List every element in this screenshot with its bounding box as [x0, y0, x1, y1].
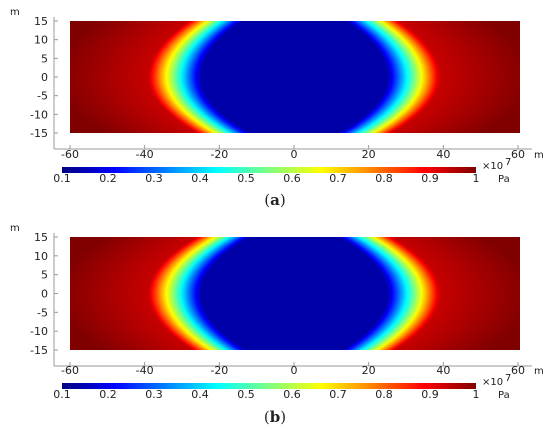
- panel-label-close: ): [280, 191, 286, 209]
- y-tick-label: 10: [34, 34, 48, 47]
- colorbar-tick-label: 0.9: [421, 388, 439, 401]
- colorbar-tick-label: 0.7: [329, 172, 347, 185]
- x-axis-label: m: [534, 150, 544, 161]
- y-axis-label: m: [10, 7, 20, 18]
- colorbar: [62, 383, 476, 389]
- colorbar: [62, 167, 476, 173]
- colorbar-unit: Pa: [498, 174, 510, 185]
- x-tick-label: -20: [210, 364, 228, 377]
- chart-panel-b: m 15 10 5 0 -5 -10 -15 -60 -40 -20 0 20 40 60 m 0.1 0.2 0.…: [10, 223, 544, 426]
- colorbar-tick-label: 0.6: [283, 172, 301, 185]
- y-tick-label: -15: [30, 127, 48, 140]
- colorbar-tick-label: 0.9: [421, 172, 439, 185]
- panel-label-open: (: [264, 191, 270, 209]
- y-axis-label: m: [10, 223, 20, 234]
- y-tick-label: 5: [41, 52, 48, 65]
- colorbar-tick-label: 0.7: [329, 388, 347, 401]
- colorbar-tick-label: 0.2: [99, 388, 117, 401]
- panel-label-letter: a: [270, 191, 280, 209]
- panel-label-letter: b: [270, 408, 281, 426]
- colorbar-tick-label: 1: [473, 388, 480, 401]
- colorbar-multiplier: ×10: [482, 377, 503, 388]
- colorbar-tick-label: 0.3: [145, 388, 163, 401]
- colorbar-tick-label: 0.8: [375, 388, 393, 401]
- y-tick-label: 15: [34, 15, 48, 28]
- x-tick-label: -60: [61, 148, 79, 161]
- y-tick-label: 5: [41, 269, 48, 282]
- colorbar-tick-label: 0.1: [53, 388, 71, 401]
- colorbar-tick-label: 0.5: [237, 388, 255, 401]
- panel-label: (b): [264, 408, 286, 426]
- x-tick-label: -40: [136, 148, 154, 161]
- panel-label-open: (: [264, 408, 270, 426]
- colorbar-tick-label: 0.1: [53, 172, 71, 185]
- y-tick-label: -10: [30, 108, 48, 121]
- colorbar-tick-label: 0.6: [283, 388, 301, 401]
- chart-panel-a: m 15 10 5 0 -5 -10 -15 -60 -40 -20 0 20 40 60 m 0.1 0.2 0.…: [10, 7, 544, 209]
- colorbar-exponent: 7: [505, 157, 511, 168]
- x-tick-label: 40: [436, 364, 450, 377]
- colorbar-tick-label: 0.4: [191, 172, 209, 185]
- panel-label: (a): [264, 191, 285, 209]
- y-tick-label: 10: [34, 250, 48, 263]
- x-tick-label: 0: [291, 148, 298, 161]
- pressure-field-heatmap: [70, 237, 520, 350]
- x-tick-label: 20: [362, 364, 376, 377]
- y-tick-label: -10: [30, 325, 48, 338]
- x-axis-label: m: [534, 366, 544, 377]
- x-tick-label: 60: [511, 364, 525, 377]
- colorbar-multiplier: ×10: [482, 161, 503, 172]
- colorbar-tick-label: 1: [473, 172, 480, 185]
- y-tick-label: -5: [37, 90, 48, 103]
- x-tick-label: 60: [511, 148, 525, 161]
- colorbar-tick-label: 0.3: [145, 172, 163, 185]
- x-tick-label: -40: [136, 364, 154, 377]
- y-tick-label: 15: [34, 231, 48, 244]
- y-tick-label: 0: [41, 288, 48, 301]
- y-tick-label: 0: [41, 71, 48, 84]
- panel-label-close: ): [280, 408, 286, 426]
- x-tick-label: 20: [362, 148, 376, 161]
- colorbar-unit: Pa: [498, 390, 510, 401]
- x-tick-label: 0: [291, 364, 298, 377]
- colorbar-tick-label: 0.4: [191, 388, 209, 401]
- colorbar-exponent: 7: [505, 373, 511, 384]
- y-tick-label: -15: [30, 344, 48, 357]
- colorbar-tick-label: 0.2: [99, 172, 117, 185]
- x-tick-label: 40: [436, 148, 450, 161]
- x-tick-label: -20: [210, 148, 228, 161]
- y-tick-label: -5: [37, 306, 48, 319]
- x-tick-label: -60: [61, 364, 79, 377]
- colorbar-tick-label: 0.8: [375, 172, 393, 185]
- pressure-field-heatmap: [70, 21, 520, 133]
- colorbar-tick-label: 0.5: [237, 172, 255, 185]
